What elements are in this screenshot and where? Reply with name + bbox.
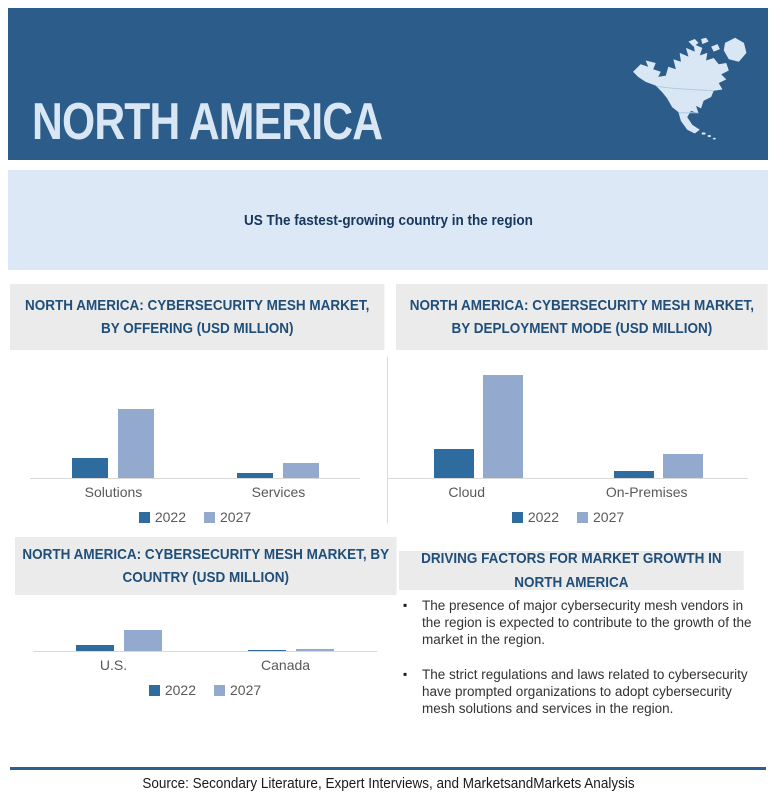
legend-label: 2022 xyxy=(527,509,559,525)
category-label: Canada xyxy=(261,657,311,673)
legend-label: 2027 xyxy=(220,509,252,525)
legend-label: 2027 xyxy=(593,509,625,525)
driving-factors-list: The presence of major cybersecurity mesh… xyxy=(399,597,761,717)
panel-divider xyxy=(387,357,388,523)
chart-title-deployment: NORTH AMERICA: CYBERSECURITY MESH MARKET… xyxy=(396,284,768,350)
chart-legend: 2022 2027 xyxy=(33,682,377,698)
bar-chart-deployment: Cloud On-Premises 2022 2027 xyxy=(388,368,748,525)
category-label: Cloud xyxy=(448,484,486,500)
legend-item-2022: 2022 xyxy=(511,509,559,525)
chart-title-offering: NORTH AMERICA: CYBERSECURITY MESH MARKET… xyxy=(10,284,385,350)
legend-item-2027: 2027 xyxy=(214,682,261,698)
bar-2022-services xyxy=(236,473,273,478)
category-axis: U.S. Canada xyxy=(33,657,377,673)
region-header: NORTH AMERICA xyxy=(8,8,768,160)
legend-swatch xyxy=(511,511,523,523)
legend-swatch xyxy=(148,684,160,696)
bar-2027-canada xyxy=(296,649,334,651)
bar-2027-solutions xyxy=(117,409,154,478)
legend-item-2022: 2022 xyxy=(148,682,196,698)
key-insight-banner: US The fastest-growing country in the re… xyxy=(8,170,768,270)
category-label: Solutions xyxy=(84,484,143,500)
key-insight-text: US The fastest-growing country in the re… xyxy=(243,211,533,229)
chart-title-country: NORTH AMERICA: CYBERSECURITY MESH MARKET… xyxy=(15,537,397,595)
category-axis: Cloud On-Premises xyxy=(388,484,748,500)
plot-area xyxy=(30,368,360,479)
bar-2022-solutions xyxy=(71,458,108,478)
legend-label: 2022 xyxy=(154,509,186,525)
driving-factor-item: The strict regulations and laws related … xyxy=(399,666,761,717)
legend-label: 2027 xyxy=(230,682,262,698)
bar-chart-offering: Solutions Services 2022 2027 xyxy=(30,368,360,525)
bar-2022-on-premises xyxy=(613,471,654,478)
bar-group-canada xyxy=(248,649,334,651)
legend-item-2022: 2022 xyxy=(138,509,186,525)
driving-factors-panel: The presence of major cybersecurity mesh… xyxy=(399,597,761,735)
category-label: Services xyxy=(251,484,306,500)
source-note: Source: Secondary Literature, Expert Int… xyxy=(0,775,776,792)
category-label: U.S. xyxy=(99,657,128,673)
legend-swatch xyxy=(214,684,225,696)
footer-rule xyxy=(10,767,766,770)
bar-2027-cloud xyxy=(482,375,523,478)
north-america-map-icon xyxy=(633,37,747,140)
bar-2027-u-s- xyxy=(124,630,162,651)
bar-2027-on-premises xyxy=(662,454,703,478)
bar-group-on-premises xyxy=(613,454,703,478)
source-note-text: Source: Secondary Literature, Expert Int… xyxy=(141,775,635,792)
driving-factors-title: DRIVING FACTORS FOR MARKET GROWTH IN NOR… xyxy=(399,550,744,591)
legend-swatch xyxy=(204,511,215,523)
bar-2027-services xyxy=(282,463,319,478)
driving-factor-item: The presence of major cybersecurity mesh… xyxy=(399,597,761,648)
legend-label: 2022 xyxy=(164,682,196,698)
chart-legend: 2022 2027 xyxy=(388,509,748,525)
plot-area xyxy=(33,599,377,652)
bar-group-u-s- xyxy=(76,630,162,651)
bar-2022-cloud xyxy=(433,449,474,478)
page-title: NORTH AMERICA xyxy=(32,93,383,151)
category-axis: Solutions Services xyxy=(30,484,360,500)
category-label: On-Premises xyxy=(605,484,688,500)
plot-area xyxy=(388,368,748,479)
bar-2022-canada xyxy=(248,650,286,651)
legend-item-2027: 2027 xyxy=(577,509,624,525)
bar-chart-country: U.S. Canada 2022 2027 xyxy=(33,599,377,698)
bar-group-solutions xyxy=(71,409,154,478)
bar-group-services xyxy=(236,463,319,478)
legend-swatch xyxy=(138,511,150,523)
chart-legend: 2022 2027 xyxy=(30,509,360,525)
bar-group-cloud xyxy=(433,375,523,478)
bar-2022-u-s- xyxy=(76,645,114,651)
legend-swatch xyxy=(577,511,588,523)
legend-item-2027: 2027 xyxy=(204,509,251,525)
